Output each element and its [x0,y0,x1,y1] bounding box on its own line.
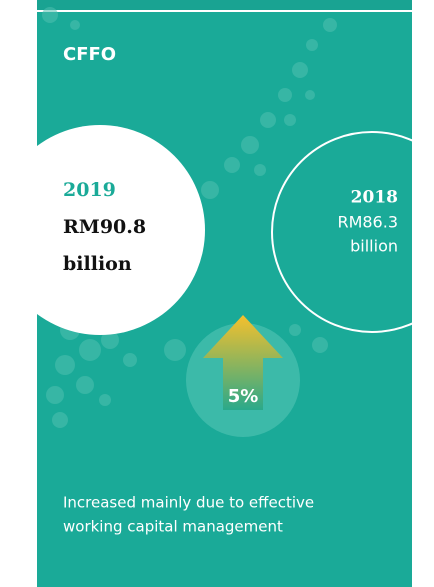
previous-amount: RM86.3 [337,213,398,232]
current-year: 2019 [63,179,116,201]
description-line: working capital management [63,518,283,536]
description-line: Increased mainly due to effective [63,494,314,512]
previous-year: 2018 [351,188,398,208]
change-label: 5% [228,386,259,407]
current-amount: RM90.8 [63,216,146,238]
panel-title: CFFO [63,44,116,65]
infographic: CFFO 2019 RM90.8 billion 2018 RM86.3 bil… [0,0,434,587]
previous-unit: billion [350,237,398,256]
current-unit: billion [63,253,132,275]
top-strip [37,0,412,10]
